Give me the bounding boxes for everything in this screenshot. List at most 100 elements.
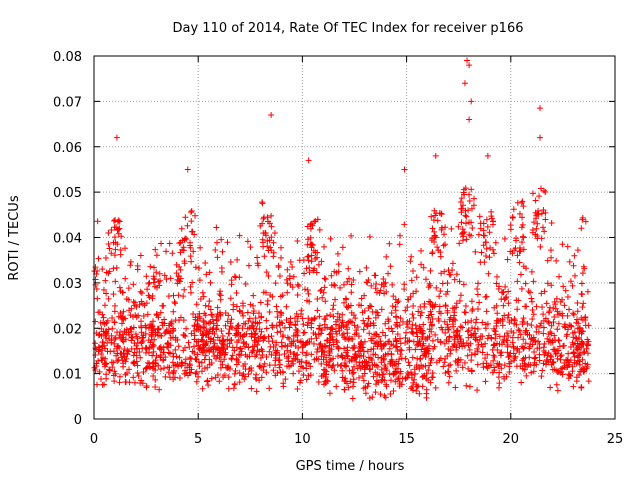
data-point <box>320 289 327 296</box>
data-point <box>92 352 99 359</box>
data-point <box>375 312 382 319</box>
data-point <box>532 197 539 204</box>
data-point <box>176 375 183 382</box>
data-point <box>369 394 376 401</box>
data-point <box>343 363 350 370</box>
data-point <box>228 281 235 288</box>
data-point <box>316 341 323 348</box>
data-point <box>189 279 196 286</box>
data-point <box>209 326 216 333</box>
data-point <box>459 364 466 371</box>
data-point <box>221 356 228 363</box>
data-point <box>477 225 484 232</box>
data-point <box>345 384 352 391</box>
data-point <box>468 98 475 105</box>
data-point <box>358 302 365 309</box>
data-point <box>131 379 138 386</box>
data-point <box>208 375 215 382</box>
data-point <box>496 283 503 290</box>
data-point <box>479 319 486 326</box>
data-point <box>143 365 150 372</box>
data-point <box>452 384 459 391</box>
data-point <box>202 352 209 359</box>
data-point <box>265 247 272 254</box>
data-point <box>111 319 118 326</box>
data-point <box>247 301 254 308</box>
data-point <box>233 289 240 296</box>
data-point <box>465 334 472 341</box>
data-point <box>205 347 212 354</box>
data-point <box>450 321 457 328</box>
data-point <box>403 320 410 327</box>
data-point <box>365 380 372 387</box>
data-point <box>488 208 495 215</box>
data-point <box>239 300 246 307</box>
data-point <box>468 357 475 364</box>
data-point <box>270 367 277 374</box>
data-point <box>327 356 334 363</box>
data-point <box>543 300 550 307</box>
data-point <box>191 327 198 334</box>
data-point <box>364 362 371 369</box>
data-point <box>137 252 144 259</box>
data-point <box>313 269 320 276</box>
data-point <box>204 377 211 384</box>
data-point <box>181 258 188 265</box>
data-point <box>540 330 547 337</box>
data-point <box>577 368 584 375</box>
data-point <box>174 276 181 283</box>
data-point <box>260 337 267 344</box>
data-point <box>338 324 345 331</box>
data-point <box>446 333 453 340</box>
data-point <box>463 213 470 220</box>
data-point <box>270 249 277 256</box>
data-point <box>307 363 314 370</box>
data-point <box>520 344 527 351</box>
data-point <box>405 296 412 303</box>
data-point <box>188 228 195 235</box>
data-point <box>360 385 367 392</box>
data-point <box>326 358 333 365</box>
data-point <box>438 324 445 331</box>
data-point <box>430 217 437 224</box>
data-point <box>253 371 260 378</box>
data-point <box>263 353 270 360</box>
y-axis-label: ROTI / TECUs <box>7 195 22 280</box>
data-point <box>483 216 490 223</box>
data-point <box>342 355 349 362</box>
data-point <box>255 310 262 317</box>
data-point <box>284 343 291 350</box>
data-point <box>140 312 147 319</box>
data-point <box>104 339 111 346</box>
data-point <box>392 296 399 303</box>
x-tick-label: 10 <box>294 432 311 447</box>
data-point <box>167 350 174 357</box>
data-point <box>236 379 243 386</box>
data-point <box>380 275 387 282</box>
data-point <box>204 364 211 371</box>
data-point <box>356 268 363 275</box>
data-point <box>288 342 295 349</box>
data-point <box>124 347 131 354</box>
data-point <box>260 367 267 374</box>
data-point <box>93 381 100 388</box>
data-point <box>217 292 224 299</box>
data-point <box>315 356 322 363</box>
data-point <box>364 279 371 286</box>
data-point <box>562 287 569 294</box>
data-point <box>245 371 252 378</box>
data-point <box>188 330 195 337</box>
data-point <box>241 343 248 350</box>
x-axis-label: GPS time / hours <box>296 459 405 474</box>
data-point <box>310 247 317 254</box>
data-point <box>528 268 535 275</box>
data-point <box>306 269 313 276</box>
data-point <box>183 325 190 332</box>
data-point <box>431 228 438 235</box>
data-point <box>559 312 566 319</box>
y-tick-label: 0 <box>74 413 82 428</box>
data-point <box>528 295 535 302</box>
data-point <box>188 258 195 265</box>
data-point <box>392 303 399 310</box>
data-point <box>538 290 545 297</box>
